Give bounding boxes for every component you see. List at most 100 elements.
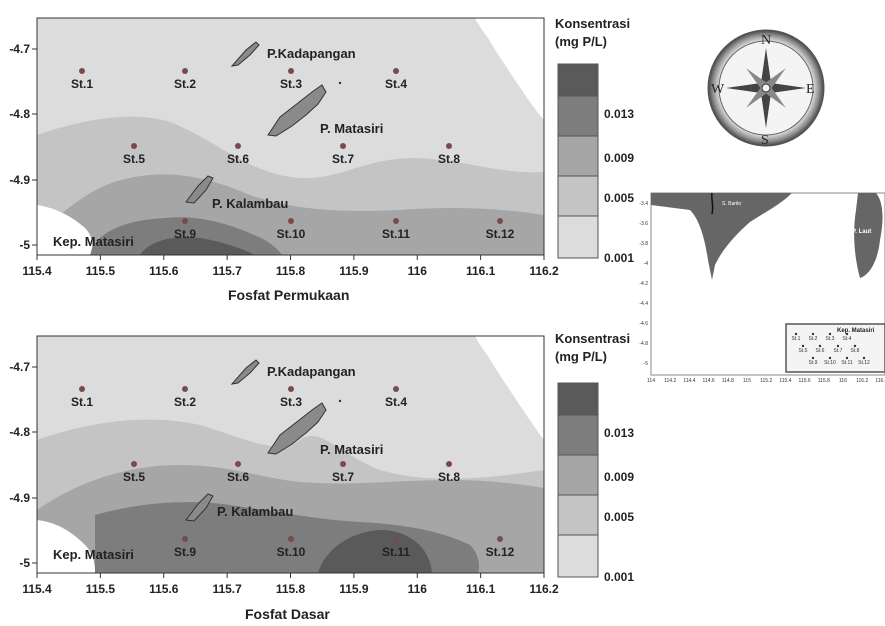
inset-x-tick: 115.4 [779, 378, 791, 384]
inset-station-label: St.11 [841, 360, 853, 366]
land-kep-matasiri [37, 520, 95, 573]
inset-land-pulau-laut [854, 193, 883, 278]
inset-label-kep: Kep. Matasiri [837, 328, 875, 334]
station-label: St.12 [486, 545, 515, 559]
island-label-kalambau: P. Kalambau [217, 504, 293, 519]
inset-station-marker [818, 344, 822, 348]
inset-y-tick: -4.2 [639, 281, 648, 287]
x-tick-label: 115.6 [149, 582, 179, 596]
legend-surface: Konsentrasi (mg P/L) 0.013 0.009 0.005 0… [555, 16, 634, 265]
inset-river-barito [711, 192, 714, 215]
station-marker [131, 143, 137, 149]
island-label-kalambau: P. Kalambau [212, 196, 288, 211]
station-marker [131, 461, 137, 467]
station-label: St.10 [277, 227, 306, 241]
inset-station-label: St.6 [816, 348, 825, 354]
station-label: St.9 [174, 545, 196, 559]
island-label-matasiri: P. Matasiri [320, 121, 383, 136]
inset-x-tick: 116.2 [856, 378, 868, 384]
x-tick-label: 116 [408, 582, 428, 596]
station-marker [393, 68, 399, 74]
axes-0: 115.4 115.5 115.6 115.7 115.8 115.9 116 116.1 11… [9, 42, 559, 278]
inset-station-marker [862, 356, 866, 360]
x-tick-label: 115.9 [339, 264, 369, 278]
inset-station-marker [811, 356, 815, 360]
x-tick-label: 115.4 [22, 582, 52, 596]
y-tick-label: -4.7 [9, 360, 30, 374]
station-marker [288, 386, 294, 392]
inset-station-marker [794, 332, 798, 336]
station-label: St.3 [280, 77, 302, 91]
y-tick-label: -4.9 [9, 491, 30, 505]
inset-x-tick: 114.4 [683, 378, 695, 384]
y-tick-label: -5 [19, 238, 30, 252]
station-marker [182, 218, 188, 224]
station-marker [79, 386, 85, 392]
inset-x-tick: 115.2 [760, 378, 772, 384]
legend-bottom: Konsentrasi (mg P/L) 0.013 0.009 0.005 0… [555, 331, 634, 584]
station-marker [288, 536, 294, 542]
inset-x-tick: 114.8 [722, 378, 734, 384]
island-kadapangan [230, 359, 260, 385]
inset-station-marker [801, 344, 805, 348]
x-tick-label: 115.7 [212, 264, 242, 278]
station-marker [235, 461, 241, 467]
inset-study-area-box [785, 323, 885, 373]
inset-y-tick: -4 [644, 261, 649, 267]
station-marker [393, 386, 399, 392]
station-marker [235, 143, 241, 149]
island-label-matasiri: P. Matasiri [320, 442, 383, 457]
x-tick-label: 115.8 [276, 582, 306, 596]
inset-x-tick: 114.2 [664, 378, 676, 384]
station-marker [288, 68, 294, 74]
land-kep-matasiri [37, 205, 93, 255]
station-label: St.4 [385, 395, 407, 409]
legend-value: 0.013 [604, 107, 634, 121]
inset-station-marker [828, 332, 832, 336]
inset-station-label: St.3 [826, 336, 835, 342]
station-label: St.6 [227, 470, 249, 484]
station-marker [79, 68, 85, 74]
x-tick-label: 115.7 [212, 582, 242, 596]
inset-station-label: St.5 [799, 348, 808, 354]
inset-map: S. Barito P. Kalimantan P. Laut Kep. Mat… [639, 192, 885, 384]
inset-station-marker [853, 344, 857, 348]
y-tick-label: -4.8 [9, 107, 30, 121]
x-tick-label: 116.2 [529, 582, 559, 596]
station-marker [497, 218, 503, 224]
x-tick-label: 116.1 [466, 582, 496, 596]
station-marker [497, 536, 503, 542]
station-marker [393, 536, 399, 542]
inset-land-kalimantan [651, 193, 792, 280]
inset-station-marker [836, 344, 840, 348]
inset-y-tick: -3.6 [639, 221, 648, 227]
island-label-kadapangan: P.Kadapangan [267, 364, 356, 379]
station-label: St.3 [280, 395, 302, 409]
station-label: St.1 [71, 395, 93, 409]
inset-station-label: St.7 [834, 348, 843, 354]
legend-value: 0.001 [604, 570, 634, 584]
inset-station-label: St.1 [792, 336, 801, 342]
station-marker [182, 68, 188, 74]
inset-station-label: St.4 [843, 336, 852, 342]
legend-value: 0.009 [604, 470, 634, 484]
inset-station-marker [845, 356, 849, 360]
panel-caption: Fosfat Permukaan [228, 287, 349, 303]
island-label-kep: Kep. Matasiri [53, 547, 134, 562]
station-marker [446, 143, 452, 149]
map-panel-surface [36, 17, 545, 256]
y-tick-label: -4.9 [9, 173, 30, 187]
inset-y-tick: -3.8 [639, 241, 648, 247]
compass-north: N [761, 33, 771, 48]
inset-y-tick: -4.4 [639, 301, 648, 307]
station-marker [393, 218, 399, 224]
axes-1: 115.4 115.5 115.6 115.7 115.8 115.9 116 116.1 11… [9, 360, 559, 596]
station-label: St.8 [438, 152, 460, 166]
station-marker [288, 218, 294, 224]
station-label: St.11 [382, 227, 410, 241]
inset-station-label: St.2 [809, 336, 818, 342]
station-label: St.6 [227, 152, 249, 166]
inset-x-tick: 115.8 [818, 378, 830, 384]
inset-station-marker [811, 332, 815, 336]
